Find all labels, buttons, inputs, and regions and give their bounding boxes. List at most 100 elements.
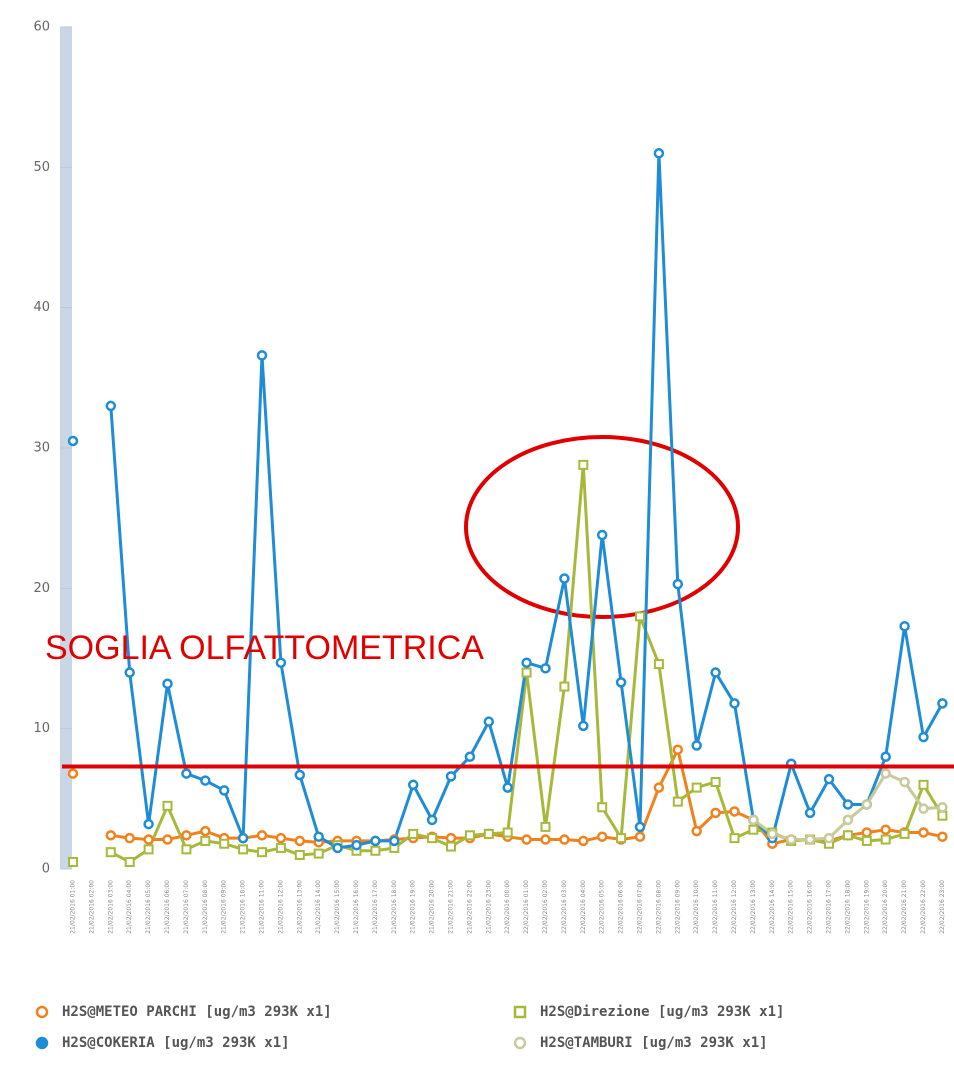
point-marker [635,611,645,622]
legend-label: H2S@COKERIA [ug/m3 293K x1] [62,1035,290,1051]
point-marker [332,842,343,854]
x-tick-label: 21/02/2016 20:00 [429,880,436,934]
point-marker [596,529,608,541]
x-tick-label: 21/02/2016 08:00 [202,880,209,934]
x-tick-label: 22/02/2016 07:00 [637,880,644,934]
highlight-ellipse [464,435,740,619]
point-marker [899,620,910,632]
x-tick-label: 21/02/2016 17:00 [372,880,379,934]
point-marker [105,847,116,858]
point-marker [615,677,627,688]
point-marker [294,835,306,847]
point-marker [200,825,211,837]
point-marker [578,720,589,732]
x-tick-label: 21/02/2016 15:00 [334,880,341,934]
point-marker [937,831,948,842]
point-marker [427,833,438,844]
point-marker [559,834,570,845]
point-marker [559,681,570,692]
y-tick-label: 60 [33,20,50,35]
point-marker [729,698,740,709]
x-tick-label: 22/02/2016 03:00 [561,880,568,934]
point-marker [785,834,797,845]
point-marker [861,827,873,838]
point-marker [880,824,891,835]
x-tick-label: 21/02/2016 14:00 [315,880,322,934]
point-marker [200,775,211,786]
point-marker [370,845,381,856]
legend-label: H2S@Direzione [ug/m3 293K x1] [540,1004,784,1020]
point-marker [257,847,267,858]
x-tick-label: 21/02/2016 23:00 [485,880,492,934]
point-marker [672,578,684,590]
point-marker [842,830,853,841]
point-marker [275,832,287,844]
point-marker [918,779,929,790]
point-marker [275,842,286,853]
point-marker [710,667,721,678]
point-marker [294,849,305,860]
point-marker [200,835,211,846]
point-marker [407,779,419,791]
x-tick-label: 21/02/2016 16:00 [353,880,360,934]
y-tick-label: 40 [33,300,50,315]
point-marker [181,844,192,855]
point-marker [918,731,929,743]
x-tick-label: 22/02/2016 10:00 [693,880,700,934]
y-tick-label: 50 [33,160,50,175]
x-tick-label: 22/02/2016 04:00 [580,880,587,934]
point-marker [313,848,324,859]
point-marker [804,834,816,845]
point-marker [351,839,362,851]
legend-symbol [35,1036,49,1050]
x-tick-label: 21/02/2016 10:00 [240,880,247,934]
x-tick-label: 21/02/2016 06:00 [164,880,171,934]
x-tick-label: 21/02/2016 12:00 [277,880,284,934]
y-tick-label: 30 [33,441,50,456]
x-tick-label: 22/02/2016 11:00 [712,880,719,934]
point-marker [634,821,646,833]
point-marker [105,830,117,841]
point-marker [143,818,154,830]
point-marker [294,769,306,781]
x-tick-label: 22/02/2016 14:00 [769,880,776,934]
point-marker [937,698,948,709]
x-tick-label: 21/02/2016 02:00 [88,880,95,934]
point-marker [540,834,551,845]
y-tick-label: 10 [33,721,50,736]
point-marker [710,807,721,819]
point-marker [804,807,816,819]
x-tick-label: 21/02/2016 03:00 [107,880,114,934]
point-marker [918,803,929,814]
point-marker [238,844,249,855]
point-marker [918,827,929,838]
point-marker [691,782,702,793]
point-marker [313,831,324,842]
x-tick-label: 22/02/2016 09:00 [674,880,681,934]
point-marker [880,834,891,845]
point-marker [634,831,646,842]
x-tick-label: 22/02/2016 23:00 [939,880,946,934]
point-marker [67,768,79,779]
point-marker [672,796,683,807]
point-marker [68,856,78,867]
x-tick-label: 21/02/2016 18:00 [391,880,398,934]
x-tick-label: 22/02/2016 00:00 [504,880,511,934]
point-marker [483,716,495,727]
point-marker [880,751,891,762]
point-marker [521,834,532,845]
point-marker [124,667,135,678]
point-marker [861,799,873,810]
point-marker [729,833,740,844]
y-tick-label: 20 [33,581,50,596]
point-marker [256,830,268,841]
x-tick-label: 22/02/2016 19:00 [863,880,870,934]
point-marker [256,350,268,361]
x-tick-label: 22/02/2016 22:00 [920,880,927,934]
x-tick-label: 21/02/2016 19:00 [410,880,417,934]
point-marker [937,802,948,813]
point-marker [143,844,154,855]
x-tick-label: 21/02/2016 07:00 [183,880,190,934]
point-marker [710,776,721,787]
